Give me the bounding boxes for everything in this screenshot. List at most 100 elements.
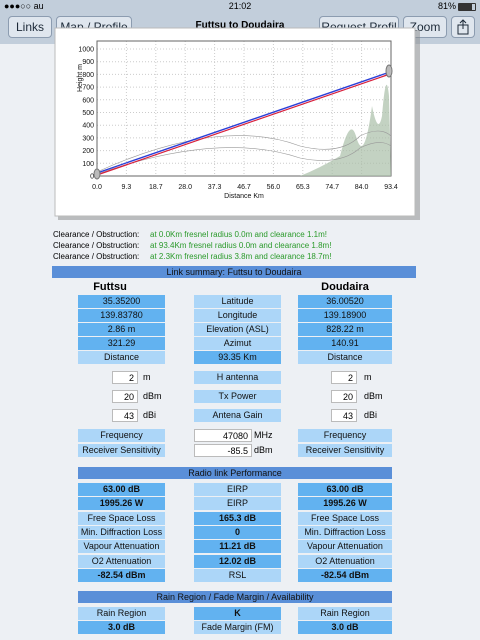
- x-tick-label: 37.3: [208, 184, 222, 191]
- unit-label: dBi: [143, 410, 157, 420]
- table-cell: 3.0 dB: [78, 621, 165, 634]
- table-cell: Vapour Attenuation: [298, 540, 392, 554]
- table-cell: 139.83780: [78, 309, 165, 322]
- section-header: Link summary: Futtsu to Doudaira: [52, 266, 416, 278]
- table-cell: Distance: [78, 351, 165, 364]
- table-cell: Tx Power: [194, 390, 281, 403]
- profile-chart: 0 100 200 300 400 500 600 700 800 900 1000 0.0 9.3 18…: [54, 27, 420, 220]
- input-field: 43: [331, 409, 357, 422]
- table-cell: EIRP: [194, 483, 281, 496]
- antenna-left: [93, 168, 101, 180]
- share-icon: [457, 19, 469, 35]
- y-tick-label: 800: [82, 72, 94, 79]
- unit-label: dBm: [254, 445, 273, 455]
- battery: 81%: [437, 1, 456, 11]
- fresnel-lower: [96, 142, 392, 175]
- clearance-label: Clearance / Obstruction:: [53, 252, 140, 261]
- y-tick-label: 100: [82, 161, 94, 168]
- table-cell: Azimut: [194, 337, 281, 350]
- x-tick-label: 93.4: [384, 184, 398, 191]
- table-cell: 12.02 dB: [194, 554, 281, 568]
- table-cell: 139.18900: [298, 309, 392, 322]
- x-tick-label: 9.3: [122, 184, 132, 191]
- x-tick-label: 0.0: [92, 184, 102, 191]
- unit-label: MHz: [254, 430, 273, 440]
- table-cell: 165.3 dB: [194, 511, 281, 525]
- table-cell: 1995.26 W: [298, 497, 392, 511]
- x-tick-label: 84.0: [355, 184, 369, 191]
- table-cell: 63.00 dB: [78, 483, 165, 496]
- y-tick-label: 200: [82, 148, 94, 155]
- table-cell: -82.54 dBm: [298, 568, 392, 582]
- y-axis-label: Height m: [77, 64, 84, 92]
- table-cell: Receiver Sensitivity: [298, 444, 392, 457]
- input-field: 2: [331, 371, 357, 384]
- unit-label: m: [143, 372, 151, 382]
- table-cell: 0: [194, 525, 281, 539]
- y-tick-label: 700: [82, 85, 94, 92]
- y-tick-label: 900: [82, 59, 94, 66]
- clearance-label: Clearance / Obstruction:: [53, 241, 140, 250]
- y-tick-label: 300: [82, 135, 94, 142]
- table-cell: 828.22 m: [298, 323, 392, 336]
- y-tick-label: 500: [82, 110, 94, 117]
- table-cell: K: [194, 607, 281, 620]
- battery-icon: [458, 3, 476, 11]
- table-cell: Antena Gain: [194, 409, 281, 422]
- table-cell: Free Space Loss: [298, 511, 392, 525]
- terrain: [97, 84, 391, 176]
- table-cell: Frequency: [298, 429, 392, 442]
- table-cell: 140.91: [298, 337, 392, 350]
- chart-panel: [54, 27, 416, 217]
- links-button[interactable]: Links: [8, 16, 52, 38]
- unit-label: m: [364, 372, 372, 382]
- input-field: 43: [112, 409, 138, 422]
- table-cell: Min. Diffraction Loss: [78, 525, 165, 539]
- clock: 21:02: [228, 1, 252, 11]
- site-name: Futtsu: [93, 281, 127, 293]
- section-header: Radio link Performance: [78, 467, 392, 479]
- table-cell: Fade Margin (FM): [194, 621, 281, 634]
- input-field: 20: [112, 390, 138, 403]
- input-field: 2: [112, 371, 138, 384]
- table-cell: 2.86 m: [78, 323, 165, 336]
- table-cell: O2 Attenuation: [298, 554, 392, 568]
- table-cell: 63.00 dB: [298, 483, 392, 496]
- site-name: Doudaira: [321, 281, 369, 293]
- table-cell: 3.0 dB: [298, 621, 392, 634]
- table-cell: H antenna: [194, 371, 281, 384]
- clearance-text: at 0.0Km fresnel radius 0.0m and clearan…: [150, 230, 327, 239]
- unit-label: dBi: [364, 410, 378, 420]
- table-cell: Receiver Sensitivity: [78, 444, 165, 457]
- table-cell: Free Space Loss: [78, 511, 165, 525]
- table-cell: 93.35 Km: [194, 351, 281, 364]
- y-tick-label: 600: [82, 97, 94, 104]
- y-tick-label: 400: [82, 123, 94, 130]
- y-tick-label: 1000: [78, 47, 94, 54]
- x-tick-label: 46.7: [237, 184, 251, 191]
- table-cell: RSL: [194, 568, 281, 582]
- share-button[interactable]: [451, 16, 475, 38]
- input-field: -85.5: [194, 444, 252, 457]
- table-cell: EIRP: [194, 497, 281, 511]
- unit-label: dBm: [364, 391, 383, 401]
- table-cell: -82.54 dBm: [78, 568, 165, 582]
- x-tick-label: 74.7: [325, 184, 339, 191]
- fresnel-upper: [96, 130, 392, 173]
- plot-frame: [96, 40, 392, 177]
- carrier: ●●●○○ au: [4, 1, 44, 11]
- table-cell: Rain Region: [78, 607, 165, 620]
- x-tick-label: 28.0: [178, 184, 192, 191]
- table-cell: Rain Region: [298, 607, 392, 620]
- table-cell: 321.29: [78, 337, 165, 350]
- unit-label: dBm: [143, 391, 162, 401]
- table-cell: Elevation (ASL): [194, 323, 281, 336]
- table-cell: Vapour Attenuation: [78, 540, 165, 554]
- table-cell: Distance: [298, 351, 392, 364]
- table-cell: Frequency: [78, 429, 165, 442]
- table-cell: Longitude: [194, 309, 281, 322]
- clearance-text: at 2.3Km fresnel radius 3.8m and clearan…: [150, 252, 332, 261]
- table-cell: O2 Attenuation: [78, 554, 165, 568]
- nav-title: Futtsu to Doudaira: [195, 20, 285, 31]
- table-cell: 1995.26 W: [78, 497, 165, 511]
